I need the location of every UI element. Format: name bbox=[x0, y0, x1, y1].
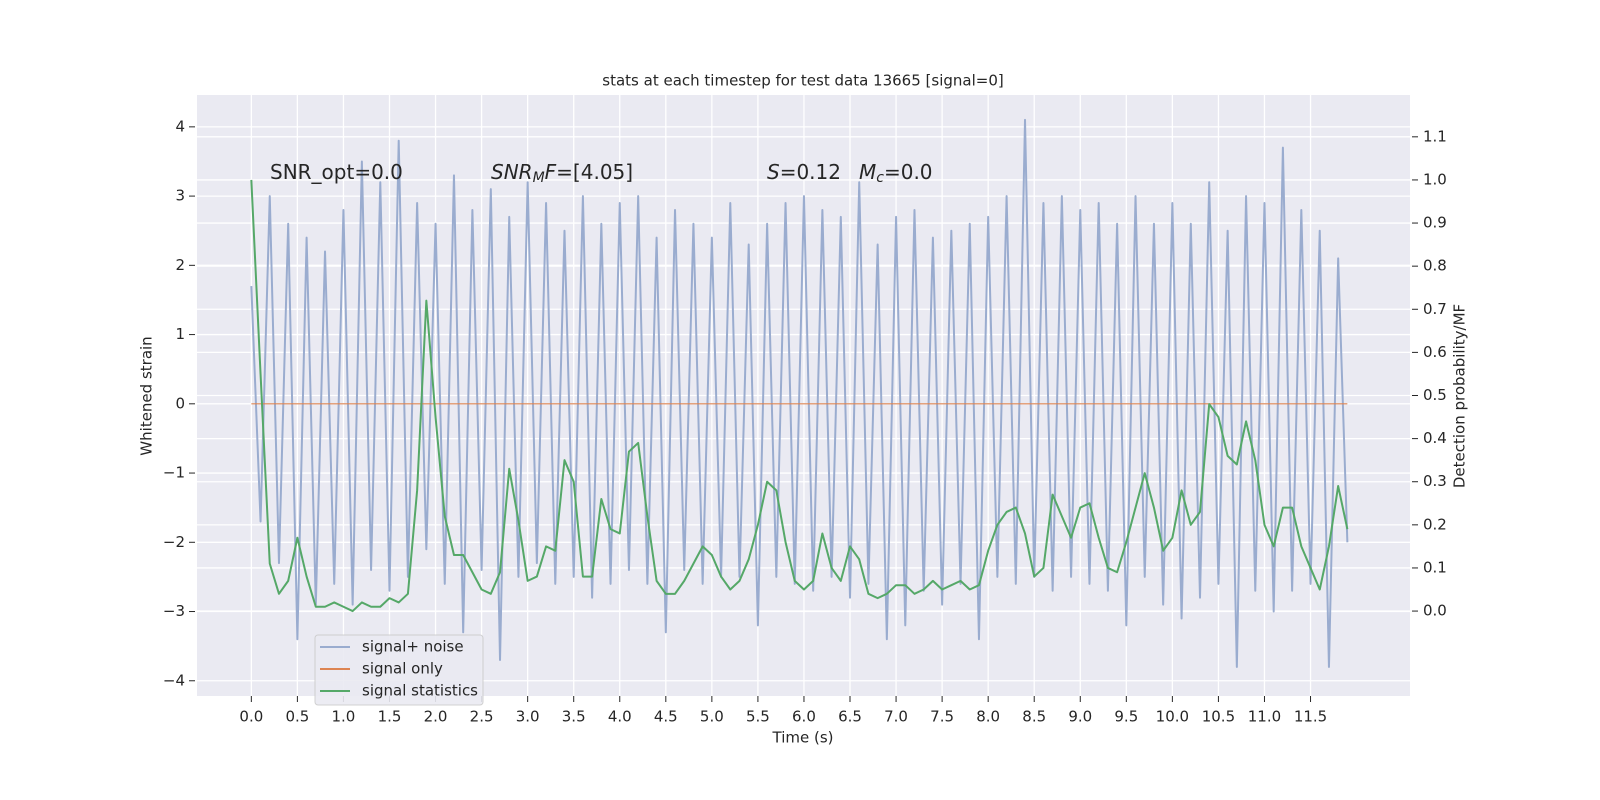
y-tick-label: 3 bbox=[175, 187, 185, 205]
y2-tick-label: 0.6 bbox=[1423, 343, 1447, 361]
y2-tick-label: 0.3 bbox=[1423, 472, 1447, 490]
annotation-part: SNR bbox=[491, 160, 533, 184]
x-tick-label: 2.5 bbox=[470, 708, 494, 726]
y2-tick-label: 0.0 bbox=[1423, 602, 1447, 620]
x-tick-label: 1.5 bbox=[378, 708, 402, 726]
series-line bbox=[250, 118, 1349, 668]
y-tick-label: −3 bbox=[163, 602, 185, 620]
y-tick-label: 4 bbox=[175, 117, 185, 135]
x-tick-label: 9.0 bbox=[1068, 708, 1092, 726]
annotation-part: M bbox=[859, 160, 876, 184]
x-tick-label: 4.0 bbox=[608, 708, 632, 726]
annotation-part: =0.0 bbox=[884, 160, 933, 184]
x-tick-label: 6.5 bbox=[838, 708, 862, 726]
x-tick-label: 8.5 bbox=[1022, 708, 1046, 726]
series-line bbox=[250, 179, 1349, 613]
annotation-part: S bbox=[767, 160, 780, 184]
y2-tick-label: 0.4 bbox=[1423, 429, 1447, 447]
y2-axis-label: Detection probability/MF bbox=[1451, 304, 1469, 488]
y-tick-label: −4 bbox=[163, 671, 185, 689]
y2-tick-label: 0.1 bbox=[1423, 558, 1447, 576]
y2-tick-label: 0.7 bbox=[1423, 300, 1447, 318]
annotation-part: =[4.05] bbox=[556, 160, 633, 184]
annotation: SNR_opt=0.0 bbox=[270, 160, 403, 184]
x-tick-label: 6.0 bbox=[792, 708, 816, 726]
annotation-part: M bbox=[533, 170, 545, 186]
x-tick-label: 0.5 bbox=[285, 708, 309, 726]
y2-tick-label: 0.8 bbox=[1423, 257, 1447, 275]
x-tick-label: 8.0 bbox=[976, 708, 1000, 726]
legend-box bbox=[314, 634, 484, 706]
y-tick-label: 1 bbox=[175, 325, 185, 343]
annotation-part: SNR_opt=0.0 bbox=[270, 160, 403, 184]
annotation: S=0.12 bbox=[767, 160, 841, 184]
x-tick-label: 7.0 bbox=[884, 708, 908, 726]
y2-tick-label: 1.0 bbox=[1423, 170, 1447, 188]
x-tick-label: 10.5 bbox=[1202, 708, 1235, 726]
y-tick-label: −2 bbox=[163, 533, 185, 551]
annotation: SNRMF=[4.05] bbox=[491, 160, 633, 187]
x-tick-label: 2.0 bbox=[424, 708, 448, 726]
x-tick-label: 7.5 bbox=[930, 708, 954, 726]
x-tick-label: 1.0 bbox=[332, 708, 356, 726]
annotation-part: =0.12 bbox=[780, 160, 841, 184]
y2-tick-label: 0.5 bbox=[1423, 386, 1447, 404]
y-tick-label: 0 bbox=[175, 394, 185, 412]
y-axis-label: Whitened strain bbox=[138, 336, 156, 455]
annotation-part: c bbox=[876, 170, 884, 186]
chart-title: stats at each timestep for test data 136… bbox=[602, 72, 1003, 90]
x-tick-label: 11.0 bbox=[1248, 708, 1281, 726]
x-tick-label: 9.5 bbox=[1114, 708, 1138, 726]
x-tick-label: 5.0 bbox=[700, 708, 724, 726]
x-tick-label: 11.5 bbox=[1294, 708, 1327, 726]
x-tick-label: 4.5 bbox=[654, 708, 678, 726]
y2-tick-label: 0.9 bbox=[1423, 214, 1447, 232]
y-tick-label: −1 bbox=[163, 464, 185, 482]
x-tick-label: 0.0 bbox=[239, 708, 263, 726]
x-tick-label: 3.5 bbox=[562, 708, 586, 726]
x-tick-label: 3.0 bbox=[516, 708, 540, 726]
annotation-part: F bbox=[545, 160, 557, 184]
x-axis-label: Time (s) bbox=[772, 729, 834, 747]
x-tick-label: 5.5 bbox=[746, 708, 770, 726]
y2-tick-label: 1.1 bbox=[1423, 127, 1447, 145]
legend-label: signal statistics bbox=[362, 682, 478, 700]
y-tick-label: 2 bbox=[175, 256, 185, 274]
legend-label: signal only bbox=[362, 660, 443, 678]
legend-label: signal+ noise bbox=[362, 638, 464, 656]
annotation: Mc=0.0 bbox=[859, 160, 933, 187]
x-tick-label: 10.0 bbox=[1156, 708, 1189, 726]
y2-tick-label: 0.2 bbox=[1423, 515, 1447, 533]
